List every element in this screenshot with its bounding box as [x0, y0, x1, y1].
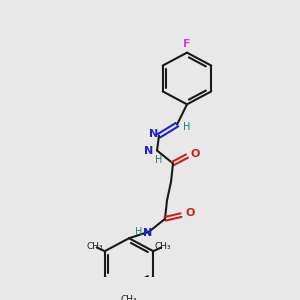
Text: H: H	[135, 227, 143, 237]
Text: F: F	[183, 39, 191, 49]
Text: O: O	[185, 208, 195, 218]
Text: H: H	[183, 122, 191, 132]
Text: N: N	[149, 129, 159, 139]
Text: CH₃: CH₃	[121, 295, 137, 300]
Text: CH₃: CH₃	[155, 242, 172, 251]
Text: CH₃: CH₃	[86, 242, 103, 251]
Text: N: N	[143, 228, 153, 238]
Text: H: H	[155, 155, 163, 165]
Text: N: N	[144, 146, 154, 156]
Text: O: O	[190, 149, 200, 159]
